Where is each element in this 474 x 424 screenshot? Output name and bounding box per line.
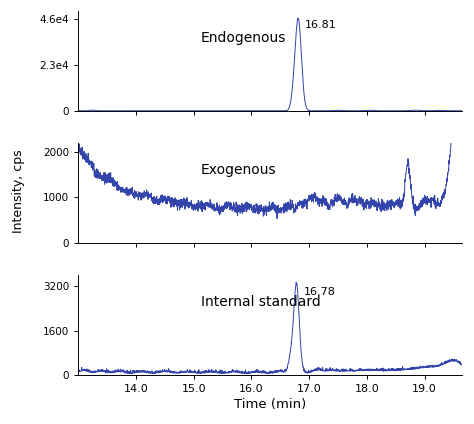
X-axis label: Time (min): Time (min): [234, 399, 306, 411]
Text: Endogenous: Endogenous: [201, 31, 286, 45]
Text: Exogenous: Exogenous: [201, 163, 277, 177]
Text: 16.78: 16.78: [303, 287, 335, 297]
Text: 16.81: 16.81: [305, 20, 337, 30]
Text: Internal standard: Internal standard: [201, 295, 321, 309]
Text: Intensity, cps: Intensity, cps: [12, 149, 25, 233]
